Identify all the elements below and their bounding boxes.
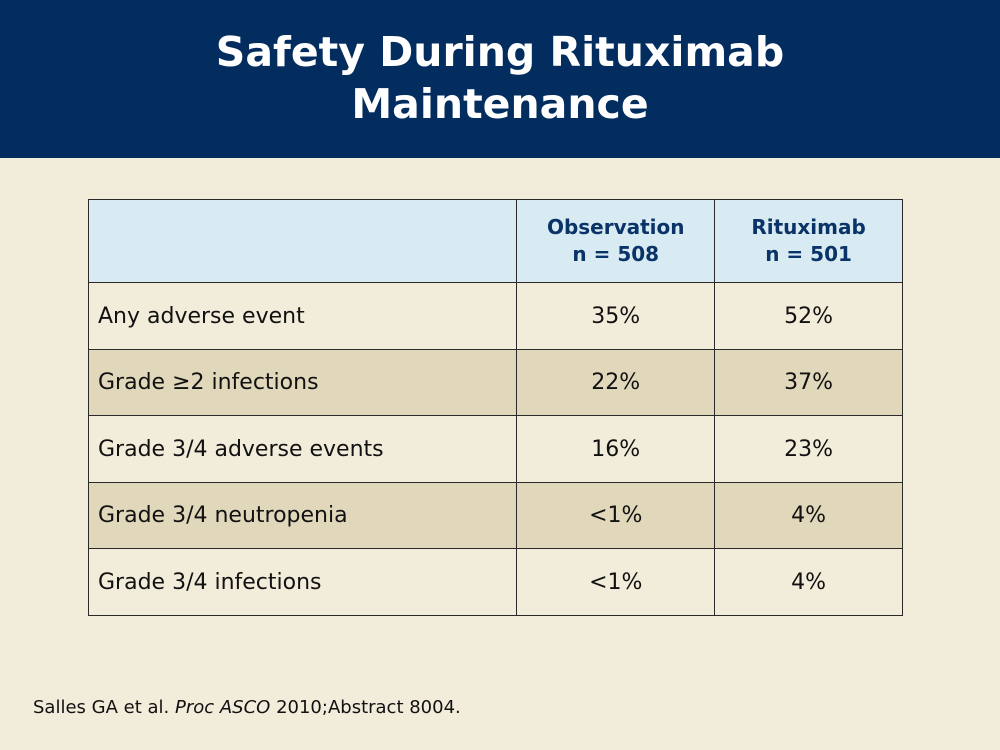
rituximab-value: 4%: [714, 482, 903, 549]
citation-details: 2010;Abstract 8004.: [276, 697, 461, 718]
row-label: Grade 3/4 infections: [87, 548, 518, 616]
rituximab-value: 23%: [714, 415, 903, 483]
rituximab-header-n: n = 501: [765, 242, 852, 266]
header-cell-blank: [87, 199, 518, 283]
title-band: [0, 0, 1000, 158]
row-label: Grade ≥2 infections: [87, 349, 518, 416]
citation-authors: Salles GA et al.: [33, 697, 170, 718]
observation-value: 35%: [516, 282, 716, 350]
table-row: Grade 3/4 adverse events 16% 23%: [87, 415, 903, 483]
citation: Salles GA et al. Proc ASCO 2010;Abstract…: [33, 697, 461, 718]
header-cell-rituximab: Rituximab n = 501: [714, 199, 903, 283]
table-row: Grade 3/4 neutropenia <1% 4%: [87, 482, 903, 549]
rituximab-value: 52%: [714, 282, 903, 350]
header-cell-observation: Observation n = 508: [516, 199, 716, 283]
table-header-row: Observation n = 508 Rituximab n = 501: [87, 199, 903, 283]
citation-journal: Proc ASCO: [174, 697, 271, 718]
slide-title: Safety During Rituximab Maintenance: [0, 26, 1000, 130]
table-row: Any adverse event 35% 52%: [87, 282, 903, 350]
slide-title-line1: Safety During Rituximab: [215, 28, 785, 76]
row-label: Grade 3/4 neutropenia: [87, 482, 518, 549]
observation-header-label: Observation: [546, 215, 685, 239]
table-row: Grade ≥2 infections 22% 37%: [87, 349, 903, 416]
observation-value: <1%: [516, 482, 716, 549]
row-label: Grade 3/4 adverse events: [87, 415, 518, 483]
table-row: Grade 3/4 infections <1% 4%: [87, 548, 903, 616]
observation-value: 22%: [516, 349, 716, 416]
safety-table: Observation n = 508 Rituximab n = 501 An…: [87, 199, 903, 616]
observation-value: <1%: [516, 548, 716, 616]
rituximab-value: 4%: [714, 548, 903, 616]
observation-header-n: n = 508: [572, 242, 660, 266]
observation-value: 16%: [516, 415, 716, 483]
slide-title-line2: Maintenance: [351, 80, 649, 128]
row-label: Any adverse event: [87, 282, 518, 350]
rituximab-header-label: Rituximab: [751, 215, 866, 239]
rituximab-value: 37%: [714, 349, 903, 416]
